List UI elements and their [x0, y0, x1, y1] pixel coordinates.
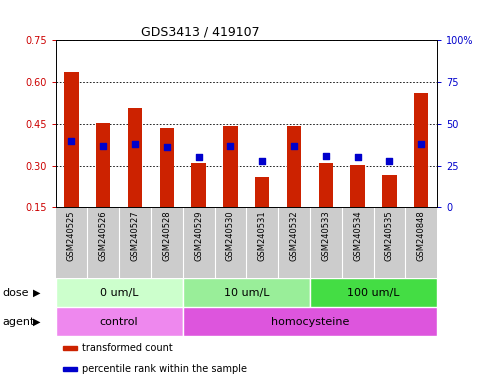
Bar — [191, 163, 206, 207]
Point — [68, 137, 75, 144]
Bar — [183, 307, 437, 336]
Point — [99, 142, 107, 149]
Text: GSM240848: GSM240848 — [417, 210, 426, 261]
Text: GSM240533: GSM240533 — [321, 210, 330, 261]
Bar — [160, 128, 174, 207]
Text: 0 um/L: 0 um/L — [100, 288, 139, 298]
Text: GSM240530: GSM240530 — [226, 210, 235, 261]
Point — [258, 157, 266, 164]
Text: percentile rank within the sample: percentile rank within the sample — [82, 364, 247, 374]
Text: 100 um/L: 100 um/L — [347, 288, 400, 298]
Text: agent: agent — [2, 316, 35, 327]
Text: GSM240529: GSM240529 — [194, 210, 203, 261]
Point — [227, 142, 234, 149]
Bar — [183, 278, 310, 307]
Point — [131, 141, 139, 147]
Bar — [56, 307, 183, 336]
Bar — [128, 108, 142, 207]
Bar — [56, 278, 183, 307]
Bar — [287, 126, 301, 207]
Bar — [96, 123, 111, 207]
Bar — [63, 367, 76, 371]
Bar — [223, 126, 238, 207]
Bar — [382, 174, 397, 207]
Text: ▶: ▶ — [33, 316, 41, 327]
Bar — [310, 278, 437, 307]
Point — [290, 142, 298, 149]
Bar — [255, 177, 270, 207]
Point — [163, 144, 170, 150]
Bar — [351, 165, 365, 207]
Text: GSM240528: GSM240528 — [162, 210, 171, 261]
Text: homocysteine: homocysteine — [271, 316, 349, 327]
Text: dose: dose — [2, 288, 29, 298]
Point — [354, 154, 361, 161]
Bar — [64, 72, 79, 207]
Text: control: control — [100, 316, 139, 327]
Bar — [319, 163, 333, 207]
Text: transformed count: transformed count — [82, 343, 173, 353]
Text: GSM240531: GSM240531 — [258, 210, 267, 261]
Point — [385, 157, 393, 164]
Text: 10 um/L: 10 um/L — [224, 288, 269, 298]
Text: GSM240527: GSM240527 — [130, 210, 140, 261]
Text: GSM240535: GSM240535 — [385, 210, 394, 261]
Text: GSM240526: GSM240526 — [99, 210, 108, 261]
Point — [195, 154, 202, 161]
Text: GSM240534: GSM240534 — [353, 210, 362, 261]
Text: GSM240525: GSM240525 — [67, 210, 76, 261]
Text: ▶: ▶ — [33, 288, 41, 298]
Text: GSM240532: GSM240532 — [289, 210, 298, 261]
Point — [417, 141, 425, 147]
Text: GDS3413 / 419107: GDS3413 / 419107 — [141, 25, 260, 38]
Bar — [414, 93, 428, 207]
Point — [322, 152, 330, 159]
Bar — [63, 346, 76, 350]
